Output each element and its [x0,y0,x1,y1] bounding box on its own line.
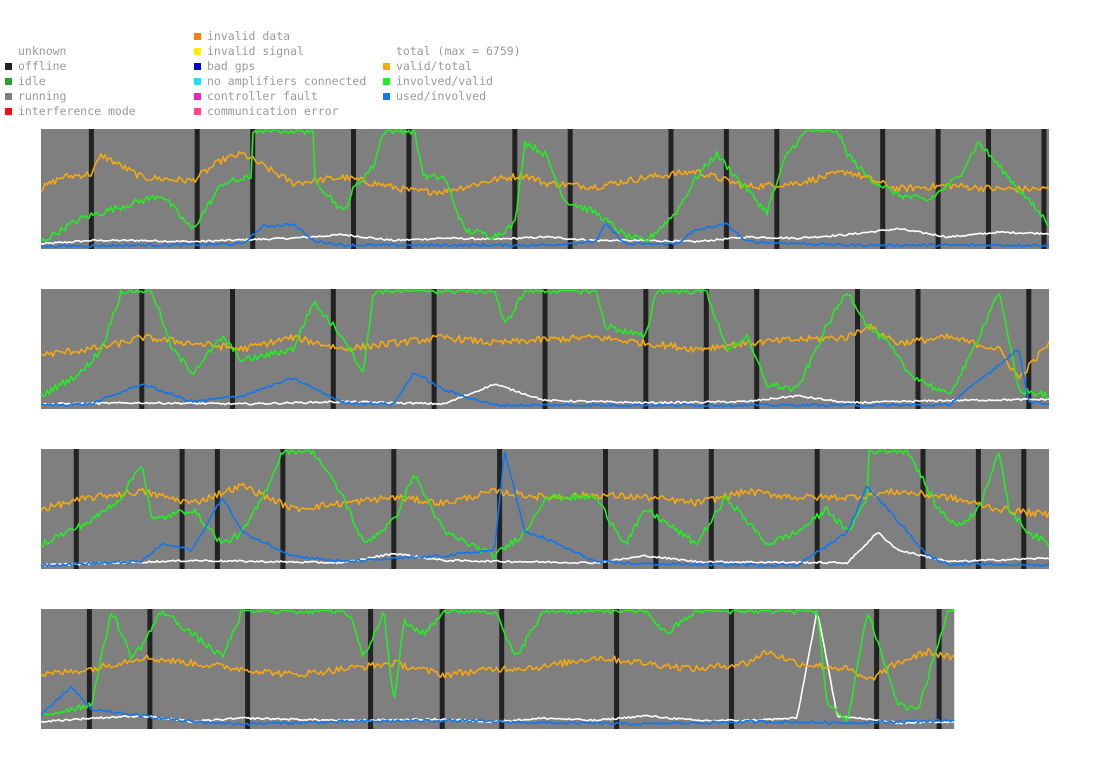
offline-mark [653,449,659,569]
legend-idle: idle [5,74,136,89]
strip-1 [41,129,1049,249]
offline-mark [814,449,820,569]
offline-mark [708,449,714,569]
offline-mark [351,129,356,249]
offline-mark [406,129,412,249]
series-used-involved [41,349,1049,408]
strip-2 [41,289,1049,409]
legend-series: total (max = 6759) valid/total involved/… [383,44,521,104]
legend-total: total (max = 6759) [383,44,521,59]
legend-bad-gps: bad gps [194,59,366,74]
offline-mark [439,609,445,729]
offline-mark [1041,129,1047,249]
legend-communication-error: communication error [194,104,366,119]
offline-mark [774,129,780,249]
legend-valid-total: valid/total [383,59,521,74]
legend-involved-valid: involved/valid [383,74,521,89]
offline-mark [880,129,886,249]
offline-mark [368,609,374,729]
legend-swatch [383,78,390,85]
offline-mark [139,289,145,409]
offline-mark [729,609,734,729]
legend-interference-mode: interference mode [5,104,136,119]
series-used-involved [41,451,1049,568]
series-total [41,383,1049,406]
offline-mark [855,289,860,409]
series-used-involved [41,685,955,726]
strip-4 [41,609,955,729]
offline-mark [194,129,200,249]
offline-mark [330,289,336,409]
offline-mark [86,609,92,729]
offline-mark [245,609,251,729]
offline-mark [512,129,518,249]
offline-mark [147,609,153,729]
offline-mark [431,289,437,409]
offline-mark [280,449,286,569]
legend-offline: offline [5,59,136,74]
legend-swatch [194,63,201,70]
series-involved-valid [41,449,1049,560]
legend-swatch [383,48,390,55]
legend-no-amplifiers: no amplifiers connected [194,74,366,89]
offline-mark [497,449,503,569]
legend-swatch [383,93,390,100]
series-valid-total [41,323,1049,380]
series-used-involved [41,222,1049,249]
offline-mark [668,129,674,249]
offline-mark [88,129,94,249]
offline-mark [73,449,79,569]
legend-swatch [5,108,12,115]
legend-used-involved: used/involved [383,89,521,104]
offline-mark [936,609,942,729]
offline-mark [975,449,981,569]
legend-swatch [5,93,12,100]
legend-swatch [194,78,201,85]
series-valid-total [41,647,955,681]
series-total [41,532,1049,567]
series-involved-valid [41,609,955,723]
offline-mark [874,609,880,729]
series-valid-total [41,150,1049,196]
legend-swatch [5,48,12,55]
legend-status: unknown offline idle running interferenc… [5,44,136,119]
offline-mark [567,129,573,249]
legend-swatch [194,48,201,55]
legend-swatch [383,63,390,70]
strip-3 [41,449,1049,569]
offline-mark [920,449,926,569]
legend-invalid-signal: invalid signal [194,44,366,59]
offline-mark [643,289,649,409]
offline-mark [214,449,220,569]
series-involved-valid [41,129,1049,243]
legend-swatch [194,33,201,40]
offline-mark [614,609,620,729]
legend-swatch [5,78,12,85]
offline-mark [250,129,256,249]
legend-swatch [194,93,201,100]
offline-mark [542,289,548,409]
legend-running: running [5,89,136,104]
offline-mark [391,449,397,569]
offline-mark [179,449,185,569]
legend-swatch [5,63,12,70]
legend-unknown: unknown [5,44,136,59]
plot-background [41,449,1049,569]
legend-controller-fault: controller fault [194,89,366,104]
legend-errors: invalid data invalid signal bad gps no a… [194,29,366,119]
legend-swatch [194,108,201,115]
offline-mark [915,289,921,409]
series-total [41,227,1049,245]
offline-mark [1026,289,1032,409]
offline-mark [986,129,991,249]
offline-mark [723,129,729,249]
offline-mark [754,289,760,409]
legend-invalid-data: invalid data [194,29,366,44]
offline-mark [935,129,941,249]
series-involved-valid [41,289,1049,399]
